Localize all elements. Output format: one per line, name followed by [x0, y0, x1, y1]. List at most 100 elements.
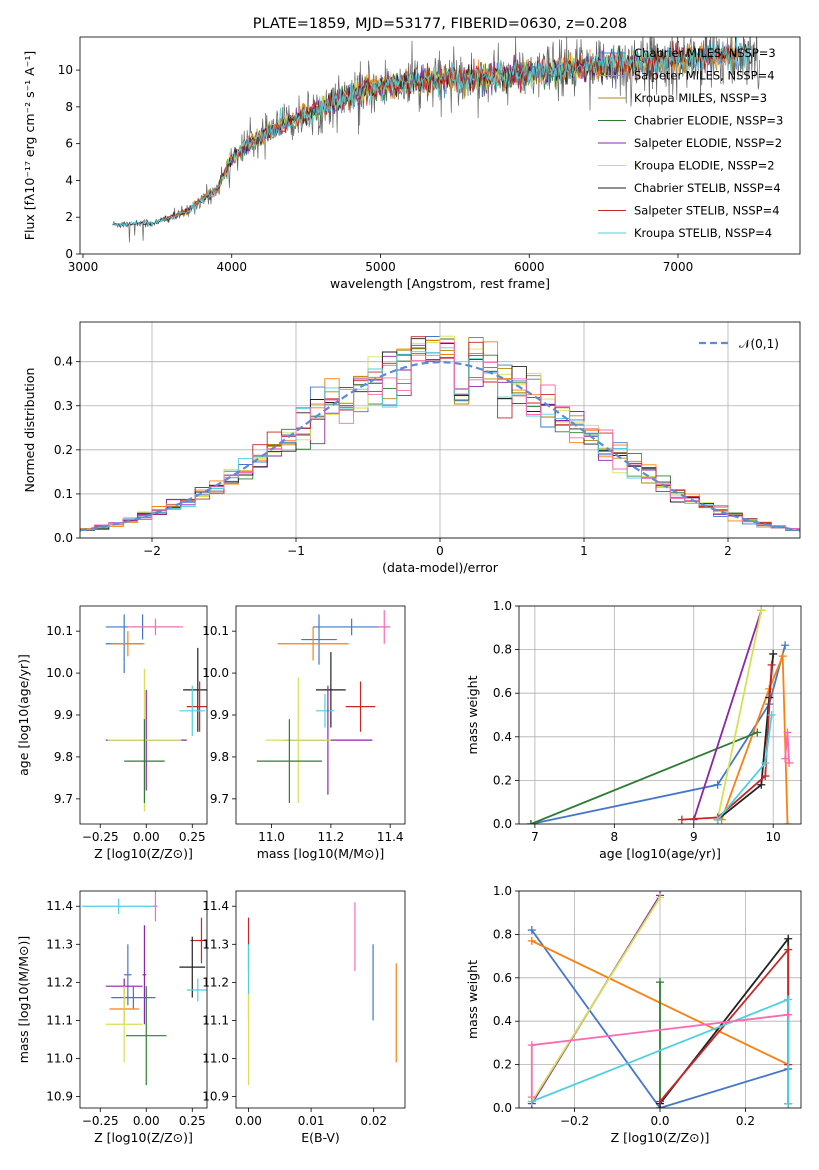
y-tick-label: 0.3 [54, 399, 73, 413]
x-tick-label: 0.01 [298, 1114, 325, 1128]
chart-massweight_vs_age: 7 8 9 10 0.0 0.2 0.4 0.6 0.8 1.0 age [log10(age/yr… [465, 599, 802, 861]
weight-marker [767, 660, 776, 669]
errorbar-point [313, 618, 391, 636]
axes-frame [518, 605, 802, 825]
errorbar-point [111, 986, 156, 1010]
errorbar-point [186, 681, 207, 732]
legend-label: Chabrier STELIB, NSSP=4 [634, 181, 781, 195]
x-tick-label: 7 [531, 830, 539, 844]
errorbar-point [345, 681, 376, 732]
y-tick-label: 9.8 [210, 750, 229, 764]
weight-marker [753, 728, 762, 737]
y-tick-label: 9.8 [54, 750, 73, 764]
y-tick-label: 0.0 [54, 531, 73, 545]
y-tick-label: 0.4 [493, 1014, 512, 1028]
weight-series [720, 655, 789, 824]
plot-area [526, 606, 794, 824]
chart-spectrum: 3000 4000 5000 6000 7000 0 2 4 6 8 10 wavelength [A… [22, 16, 801, 291]
y-tick-label: 0.4 [493, 730, 512, 744]
plot-area [256, 610, 391, 804]
chart-residuals: −2 −1 0 1 2 0.0 0.1 0.2 0.3 0.4 (data-model)/error… [22, 321, 801, 575]
legend-label: Kroupa STELIB, NSSP=4 [634, 226, 772, 240]
legend: Chabrier MILES, NSSP=3 Salpeter MILES, NS… [598, 46, 783, 240]
legend: 𝒩(0,1) [699, 337, 779, 351]
weight-marker [783, 820, 792, 824]
x-tick-label: 0.25 [179, 830, 206, 844]
model-spectrum [112, 37, 753, 228]
normal-curve [80, 360, 800, 532]
y-tick-label: 11.4 [46, 899, 73, 913]
errorbar-point [126, 986, 167, 1086]
y-tick-label: 11.0 [202, 1052, 229, 1066]
x-tick-label: 11.0 [258, 830, 285, 844]
x-tick-label: 9 [690, 830, 698, 844]
errorbar-point [179, 936, 206, 998]
y-tick-label: 11.1 [202, 1013, 229, 1027]
plot-area [247, 902, 397, 1086]
legend-label: Salpeter MILES, NSSP=4 [634, 69, 775, 83]
weight-marker [526, 820, 535, 824]
y-tick-label: 0.4 [54, 355, 73, 369]
y-tick-label: 0.2 [493, 1058, 512, 1072]
axes-frame [79, 36, 801, 255]
x-axis-label: E(B-V) [301, 1130, 340, 1145]
plot-area [112, 37, 760, 243]
x-axis-label: Z [log10(Z/Z⊙)] [94, 1130, 193, 1145]
x-tick-label: 10 [766, 830, 781, 844]
y-tick-label: 11.2 [46, 975, 73, 989]
axes-frame [79, 321, 801, 539]
y-axis-label: mass [log10(M/M⊙)] [16, 936, 31, 1064]
errorbar-point [256, 719, 322, 804]
chart-mass_vs_ebv: 0.00 0.01 0.02 10.9 11.0 11.1 11.2 11.3 11.4 E(B-… [202, 890, 406, 1145]
y-tick-label: 0 [65, 247, 73, 261]
y-axis-label: age [log10(age/yr)] [16, 654, 31, 776]
x-tick-label: 0.0 [650, 1114, 669, 1128]
y-axis-label: Normed distribution [22, 368, 37, 493]
y-tick-label: 0.0 [493, 817, 512, 831]
weight-series [681, 664, 773, 821]
y-tick-label: 1.0 [493, 599, 512, 613]
weight-series [716, 610, 763, 820]
y-axis-label: mass weight [465, 675, 480, 754]
x-axis-label: mass [log10(M/M⊙)] [257, 846, 385, 861]
y-tick-label: 0.0 [493, 1101, 512, 1115]
x-tick-label: 0.00 [133, 1114, 160, 1128]
x-axis-label: Z [log10(Z/Z⊙)] [94, 846, 193, 861]
errorbar-point [124, 944, 132, 1006]
y-tick-label: 9.9 [54, 708, 73, 722]
legend-label: Kroupa MILES, NSSP=3 [634, 91, 767, 105]
y-tick-label: 10.1 [46, 624, 73, 638]
errorbar-point [190, 917, 207, 964]
y-tick-label: 10.1 [202, 624, 229, 638]
y-tick-label: 11.1 [46, 1013, 73, 1027]
y-tick-label: 9.9 [210, 708, 229, 722]
x-tick-label: −2 [143, 544, 161, 558]
legend-label: Salpeter ELODIE, NSSP=2 [634, 136, 782, 150]
weight-series [692, 610, 763, 820]
y-tick-label: 8 [65, 100, 73, 114]
errorbar-point [265, 677, 331, 804]
plot-area [81, 891, 207, 1086]
x-axis-label: (data-model)/error [382, 560, 499, 575]
weight-marker [769, 649, 778, 658]
weight-marker [785, 758, 794, 767]
weight-marker [784, 945, 793, 954]
x-tick-label: 7000 [663, 260, 694, 274]
weight-marker [757, 780, 766, 789]
y-tick-label: 10.9 [202, 1090, 229, 1104]
x-tick-label: 0.00 [133, 830, 160, 844]
errorbar-point [277, 626, 349, 661]
x-axis-label: Z [log10(Z/Z⊙)] [611, 1130, 710, 1145]
x-axis-label: age [log10(age/yr)] [599, 846, 721, 861]
y-tick-label: 0.8 [493, 643, 512, 657]
x-tick-label: 0.02 [360, 1114, 387, 1128]
legend-label: 𝒩(0,1) [739, 337, 779, 351]
weight-series [530, 731, 758, 824]
x-tick-label: 0.00 [235, 1114, 262, 1128]
weight-marker [784, 1010, 793, 1019]
x-tick-label: 0.2 [736, 1114, 755, 1128]
x-tick-label: 0 [436, 544, 444, 558]
y-tick-label: 11.2 [202, 975, 229, 989]
x-tick-label: 0.25 [179, 1114, 206, 1128]
